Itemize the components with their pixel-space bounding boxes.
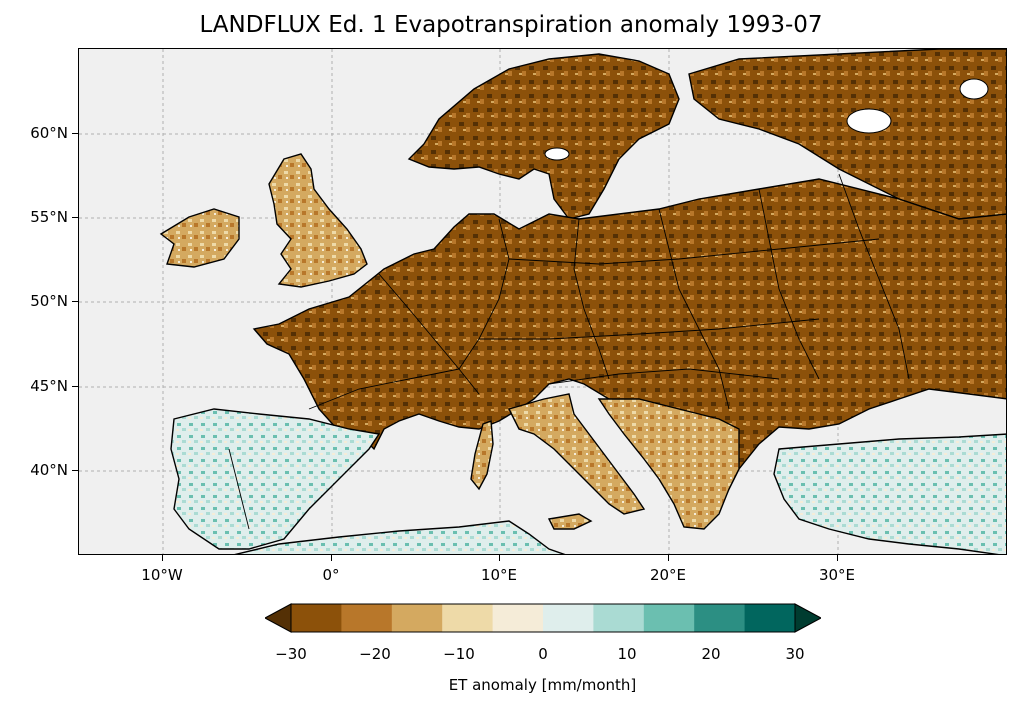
lat-tick-mark [72, 470, 78, 471]
lon-tick-label: 10°W [141, 566, 183, 584]
colorbar-label: ET anomaly [mm/month] [448, 676, 637, 694]
colorbar-tick-label: −30 [275, 645, 307, 663]
lake-ladoga [846, 108, 892, 134]
europe-map [79, 49, 1006, 554]
lat-tick-label: 45°N [30, 377, 68, 395]
lon-tick-mark [837, 555, 838, 561]
colorbar-swatch [593, 604, 645, 632]
lat-tick-mark [72, 386, 78, 387]
colorbar [265, 603, 821, 633]
lon-tick-label: 0° [322, 566, 340, 584]
sicily [547, 513, 593, 530]
colorbar-tick-label: 20 [701, 645, 721, 663]
lon-tick-mark [499, 555, 500, 561]
iberia [170, 408, 381, 550]
lon-tick-label: 10°E [480, 566, 518, 584]
lon-tick-label: 30°E [818, 566, 856, 584]
colorbar-swatches [265, 603, 821, 633]
corsica-sardinia [470, 420, 494, 491]
great-britain [268, 153, 368, 288]
lat-tick-mark [72, 133, 78, 134]
colorbar-swatch [391, 604, 443, 632]
colorbar-swatch [643, 604, 695, 632]
colorbar-swatch [744, 604, 796, 632]
colorbar-outline [290, 603, 796, 633]
colorbar-swatch [492, 604, 544, 632]
colorbar-extend-min [265, 603, 292, 633]
continental-europe [252, 178, 1006, 520]
map-title: LANDFLUX Ed. 1 Evapotranspiration anomal… [199, 12, 823, 38]
lat-tick-label: 50°N [30, 292, 68, 310]
lat-tick-label: 60°N [30, 124, 68, 142]
lon-tick-mark [162, 555, 163, 561]
colorbar-tick-label: −20 [359, 645, 391, 663]
north-africa [234, 520, 566, 554]
map-panel [78, 48, 1007, 555]
lake-onega [959, 78, 989, 100]
colorbar-tick-label: 0 [538, 645, 548, 663]
colorbar-swatch [442, 604, 494, 632]
lon-tick-mark [331, 555, 332, 561]
balkans [597, 398, 740, 530]
anatolia [773, 433, 1006, 554]
ireland [159, 208, 240, 268]
colorbar-swatch [543, 604, 594, 632]
colorbar-tick-label: 30 [785, 645, 805, 663]
lat-tick-mark [72, 217, 78, 218]
scandinavia [407, 53, 680, 220]
colorbar-swatch [291, 604, 342, 632]
lon-tick-mark [668, 555, 669, 561]
lon-tick-label: 20°E [649, 566, 687, 584]
colorbar-extend-max [794, 603, 821, 633]
country-borders [228, 173, 910, 530]
italy [507, 393, 646, 515]
lake-vanern [544, 147, 570, 161]
colorbar-swatch [341, 604, 393, 632]
lat-tick-mark [72, 301, 78, 302]
colorbar-swatch [694, 604, 746, 632]
colorbar-tick-label: −10 [443, 645, 475, 663]
lat-tick-label: 55°N [30, 208, 68, 226]
land-masses [159, 49, 1006, 554]
colorbar-tick-label: 10 [617, 645, 637, 663]
lat-tick-label: 40°N [30, 461, 68, 479]
